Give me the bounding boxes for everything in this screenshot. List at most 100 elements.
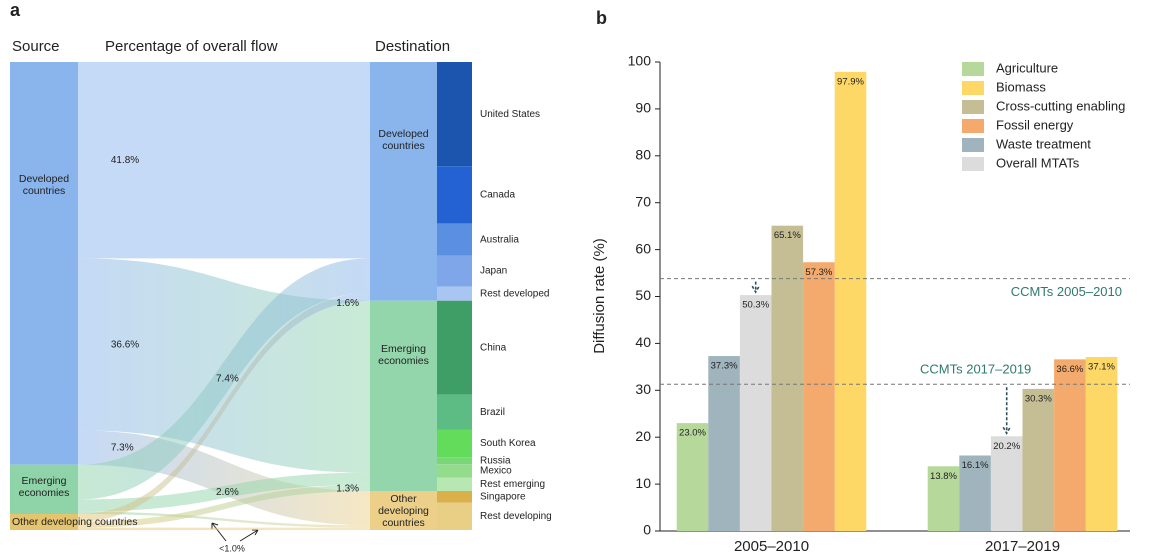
reference-label: CCMTs 2005–2010: [1011, 284, 1122, 299]
reference-arrow: [751, 281, 760, 294]
bar: [1022, 388, 1055, 531]
legend-swatch: [962, 100, 984, 114]
reference-label: CCMTs 2017–2019: [920, 362, 1031, 377]
country-node: [437, 477, 472, 491]
legend-swatch: [962, 138, 984, 152]
flow-label: 41.8%: [111, 155, 139, 166]
y-tick-label: 20: [635, 428, 651, 444]
flow-label: 2.6%: [216, 487, 239, 498]
flow: [78, 472, 370, 512]
flow: [78, 484, 370, 528]
annotation-arrow: [211, 522, 227, 542]
country-label: Rest emerging: [480, 479, 545, 490]
legend-swatch: [962, 157, 984, 171]
legend-swatch: [962, 119, 984, 133]
y-tick-label: 70: [635, 193, 651, 209]
x-tick-label: 2005–2010: [734, 538, 809, 555]
flow-label: 1.3%: [336, 484, 359, 495]
panel-label: a: [10, 0, 21, 20]
country-node: [437, 457, 472, 465]
legend-label: Overall MTATs: [996, 155, 1080, 170]
country-label: Japan: [480, 266, 507, 277]
country-node: [437, 502, 472, 530]
country-label: Russia: [480, 455, 511, 466]
legend-swatch: [962, 62, 984, 76]
bar: [1085, 357, 1118, 531]
value-label: 37.1%: [1088, 362, 1115, 373]
legend-swatch: [962, 81, 984, 95]
panel-label: b: [596, 8, 607, 28]
y-tick-label: 80: [635, 147, 651, 163]
bar: [990, 436, 1023, 531]
destination-label: Other developing countries: [378, 493, 429, 529]
flow: [78, 62, 370, 259]
country-node: [437, 223, 472, 256]
country-label: Rest developing: [480, 511, 552, 522]
bar: [834, 71, 867, 531]
y-tick-label: 0: [643, 522, 651, 538]
flow: [78, 527, 370, 530]
y-tick-label: 50: [635, 287, 651, 303]
source-label: Emerging economies: [18, 475, 70, 499]
value-label: 57.3%: [805, 267, 832, 278]
country-label: Australia: [480, 234, 519, 245]
legend-label: Cross-cutting enabling: [996, 98, 1125, 113]
country-node: [437, 300, 472, 395]
country-label: Brazil: [480, 407, 505, 418]
y-axis-title: Diffusion rate (%): [591, 238, 608, 354]
legend-label: Waste treatment: [996, 136, 1091, 151]
country-node: [437, 62, 472, 167]
country-node: [437, 166, 472, 224]
source-node: [10, 62, 78, 465]
destination-node: [370, 491, 437, 530]
header: Percentage of overall flow: [105, 38, 278, 55]
country-label: United States: [480, 109, 540, 120]
destination-node: [370, 300, 437, 491]
country-label: Mexico: [480, 466, 512, 477]
flow: [78, 258, 370, 500]
source-label: Developed countries: [18, 173, 70, 197]
y-tick-label: 60: [635, 240, 651, 256]
y-tick-label: 100: [628, 53, 652, 69]
y-tick-label: 40: [635, 334, 651, 350]
value-label: 36.6%: [1056, 364, 1083, 375]
bar: [676, 423, 709, 531]
country-node: [437, 255, 472, 287]
value-label: 20.2%: [993, 441, 1020, 452]
bar: [959, 455, 991, 531]
bar: [1054, 359, 1086, 531]
source-node: [10, 514, 78, 530]
bar: [739, 295, 772, 531]
country-label: Canada: [480, 190, 515, 201]
source-node: [10, 464, 78, 515]
legend-label: Biomass: [996, 79, 1046, 94]
annotation-arrow: [239, 529, 259, 542]
country-label: Singapore: [480, 492, 526, 503]
reference-arrow: [1002, 387, 1011, 435]
y-tick-label: 30: [635, 381, 651, 397]
country-node: [437, 491, 472, 503]
legend-label: Fossil energy: [996, 117, 1074, 132]
y-tick-label: 10: [635, 475, 651, 491]
value-label: 16.1%: [962, 460, 989, 471]
bar: [927, 466, 960, 531]
value-label: 23.0%: [679, 428, 706, 439]
bar: [771, 225, 804, 531]
country-node: [437, 464, 472, 478]
header: Destination: [375, 38, 450, 55]
country-node: [437, 429, 472, 458]
country-label: South Korea: [480, 438, 536, 449]
bar: [803, 262, 835, 531]
annotation: <1.0%: [219, 543, 245, 553]
bar: [708, 356, 740, 531]
value-label: 50.3%: [742, 300, 769, 311]
flow-label: 7.4%: [216, 374, 239, 385]
value-label: 30.3%: [1025, 393, 1052, 404]
country-label: Rest developed: [480, 288, 550, 299]
flow-label: 7.3%: [111, 443, 134, 454]
value-label: 37.3%: [711, 361, 738, 372]
value-label: 65.1%: [774, 230, 801, 241]
y-tick-label: 90: [635, 100, 651, 116]
